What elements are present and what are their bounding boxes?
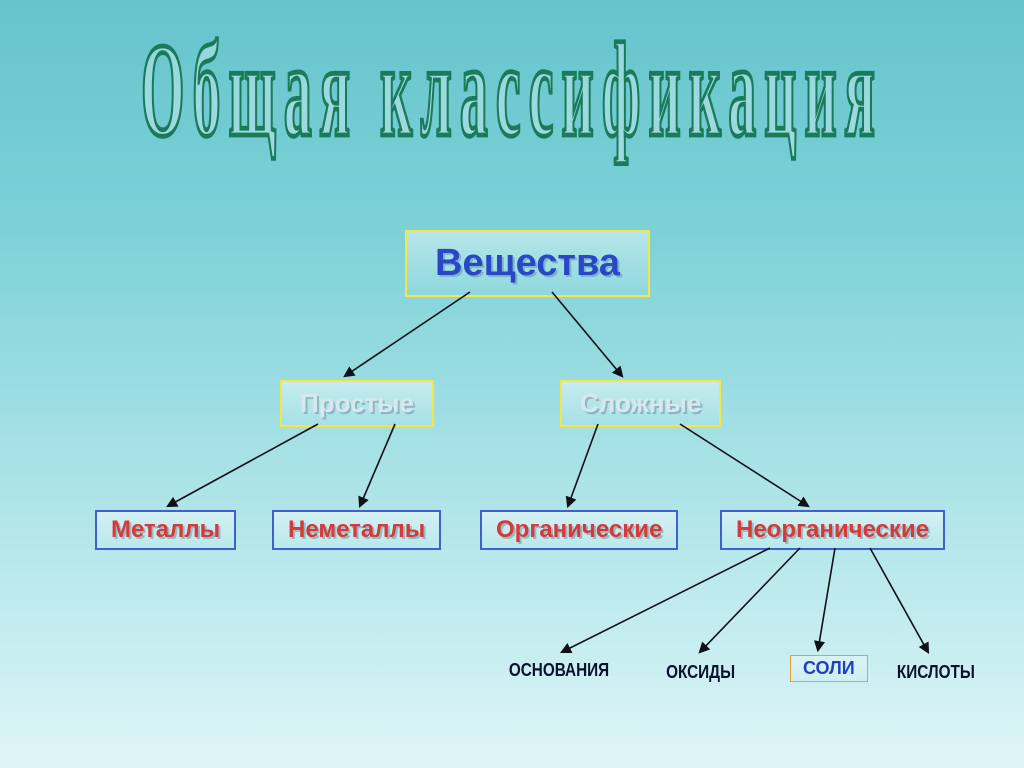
title-container: Общая классификация	[0, 15, 1024, 79]
leaf-bases: ОСНОВАНИЯ	[509, 660, 609, 681]
node-inorganic: Неорганические	[720, 510, 945, 550]
node-complex-text: Сложные	[580, 388, 701, 418]
node-root-text: Вещества	[435, 242, 620, 284]
node-organic-text: Органические	[496, 516, 662, 543]
node-inorganic-text: Неорганические	[736, 516, 929, 543]
node-metals-text: Металлы	[111, 516, 220, 543]
node-organic: Органические	[480, 510, 678, 550]
node-complex: Сложные	[560, 380, 721, 427]
leaf-acids: КИСЛОТЫ	[897, 662, 975, 683]
node-nonmetals-text: Неметаллы	[288, 516, 425, 543]
node-root: Вещества	[405, 230, 650, 297]
leaf-oxides: ОКСИДЫ	[666, 662, 735, 683]
node-nonmetals: Неметаллы	[272, 510, 441, 550]
node-simple: Простые	[280, 380, 434, 427]
leaf-salts: СОЛИ	[790, 655, 868, 682]
node-simple-text: Простые	[300, 388, 414, 418]
page-title: Общая классификация	[141, 15, 883, 169]
node-metals: Металлы	[95, 510, 236, 550]
